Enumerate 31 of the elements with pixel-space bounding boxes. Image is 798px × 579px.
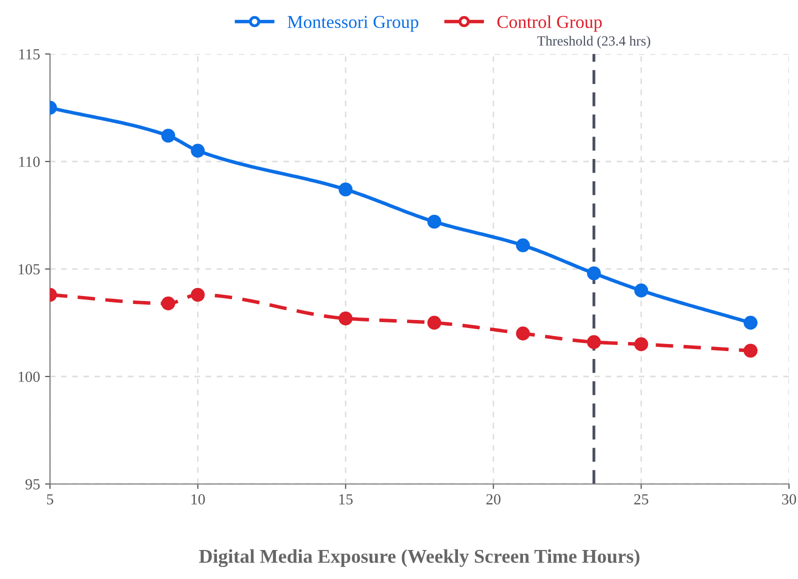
point [586,335,601,350]
point [516,326,530,340]
y-tick-label: 100 [18,372,40,382]
point [190,288,205,302]
x-tick-label: 25 [634,494,648,504]
y-tick-label: 95 [25,479,40,490]
y-tick-label: 110 [19,156,40,167]
point [516,238,530,252]
point [634,284,648,298]
x-tick-label: 15 [339,494,353,504]
point [427,214,442,229]
point [586,266,601,280]
ref-line-label: Threshold (23.4 hrs) [537,36,650,48]
legend-label: Montessori Group [288,16,418,32]
point [634,337,648,352]
y-tick-label: 105 [18,264,40,274]
point [338,182,353,196]
point [744,316,758,330]
x-tick-label: 10 [192,494,205,504]
x-tick-label: 30 [782,494,796,504]
x-tick-label: 20 [486,494,500,504]
legend-label: Control Group [497,15,602,32]
point [190,144,205,158]
point [427,316,442,330]
point [744,344,758,358]
point [338,312,353,326]
y-tick-label: 115 [19,49,40,60]
x-tick-label: 5 [47,494,54,504]
point [161,128,176,143]
x-axis-title: Digital Media Exposure (Weekly Screen Time Hours) [199,549,640,568]
point [161,296,176,310]
